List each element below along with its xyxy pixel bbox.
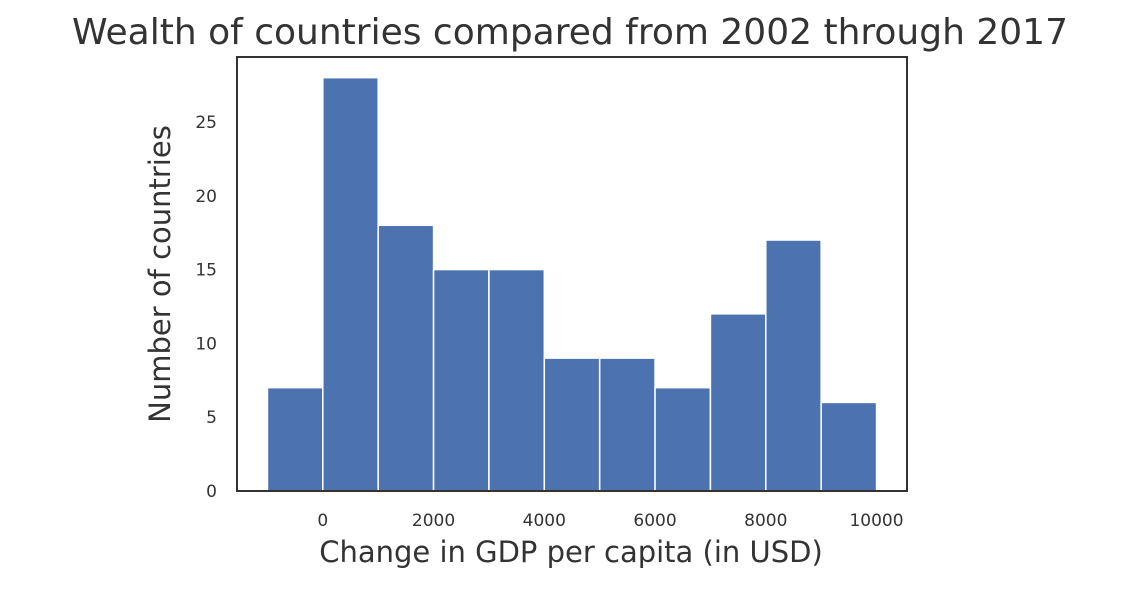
histogram-bar	[266, 386, 324, 492]
x-tick-label: 0	[317, 511, 328, 531]
histogram-bar	[543, 357, 601, 492]
y-axis-label: Number of countries	[143, 125, 177, 423]
y-tick-label: 25	[195, 113, 217, 133]
x-tick-label: 4000	[523, 511, 566, 531]
y-tick-label: 15	[195, 261, 217, 281]
bars-group	[266, 76, 878, 492]
plot-frame	[236, 56, 908, 492]
histogram-bar	[765, 239, 822, 492]
histogram-bar	[377, 224, 435, 492]
x-tick-label: 2000	[412, 511, 455, 531]
x-tick-label: 10000	[849, 511, 903, 531]
histogram-bar	[322, 76, 379, 492]
histogram-bar	[488, 268, 546, 492]
y-tick-label: 10	[195, 334, 217, 354]
x-axis-label: Change in GDP per capita (in USD)	[319, 535, 823, 569]
histogram-bar	[709, 313, 767, 492]
x-tick-label: 6000	[633, 511, 676, 531]
y-tick-label: 0	[206, 482, 217, 502]
x-axis-ticks: 0 2000 4000 6000 8000 10000	[317, 511, 903, 531]
histogram-bar	[820, 401, 878, 492]
x-tick-label: 8000	[744, 511, 787, 531]
histogram-bar	[432, 268, 490, 492]
histogram-bar	[598, 357, 656, 492]
y-tick-label: 5	[206, 408, 217, 428]
y-axis-ticks: 0 5 10 15 20 25	[195, 113, 217, 502]
histogram-bar	[654, 386, 712, 492]
y-tick-label: 20	[195, 187, 217, 207]
chart-title: Wealth of countries compared from 2002 t…	[72, 12, 1068, 53]
